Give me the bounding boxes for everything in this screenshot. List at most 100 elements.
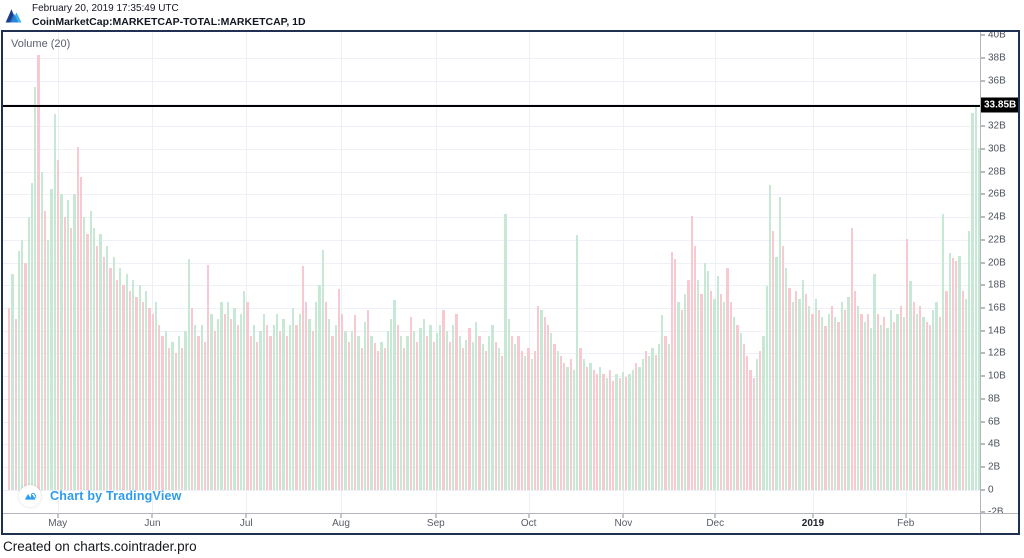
volume-bar-up [641, 359, 644, 490]
time-tick-mark [528, 514, 530, 518]
volume-bar-up [66, 200, 70, 490]
volume-bar-down [311, 330, 314, 490]
volume-bar-down [115, 279, 119, 490]
volume-bar-down [899, 305, 902, 490]
volume-bar-up [778, 196, 781, 490]
time-axis[interactable]: May Jun Jul Aug Sep Oct Nov Dec 2019 Feb [3, 513, 980, 533]
price-tick-mark [981, 511, 985, 513]
volume-bar-up [233, 308, 236, 490]
volume-bar-down [161, 336, 164, 490]
volume-bar-up [99, 234, 102, 490]
volume-bar-up [631, 370, 634, 490]
volume-bar-up [814, 298, 817, 490]
volume-bar-up [550, 332, 553, 490]
price-tick-text: 36B [988, 75, 1006, 87]
watermark-label: Chart by TradingView [50, 489, 182, 503]
volume-bar-down [817, 310, 821, 490]
volume-bar-up [259, 330, 262, 490]
volume-bar-down [43, 211, 47, 490]
volume-bar-up [452, 325, 455, 490]
volume-bar-up [328, 319, 331, 490]
price-tick-label: 16B [981, 302, 1018, 313]
volume-bar-down [961, 290, 964, 490]
volume-bar-up [308, 319, 311, 490]
volume-bar-down [337, 288, 341, 490]
volume-bar-down [892, 321, 896, 490]
volume-bar-down [546, 325, 550, 490]
volume-bar-down [520, 351, 523, 490]
volume-bar-down [24, 262, 27, 490]
volume-bar-up [902, 317, 906, 490]
volume-bar-down [742, 344, 746, 490]
price-tick-text: 4B [988, 438, 1001, 450]
volume-bar-down [654, 354, 657, 490]
price-tick-mark [981, 375, 985, 377]
last-price-label: 33.85B [981, 97, 1018, 113]
volume-bar-down [586, 367, 589, 490]
volume-bar-down [517, 336, 520, 490]
volume-bar-down [749, 370, 752, 490]
price-tick-mark [981, 239, 985, 241]
time-tick-mark [340, 514, 342, 518]
volume-bar-up [363, 321, 367, 490]
volume-bar-down [729, 302, 732, 490]
volume-bar-up [321, 250, 324, 490]
horizontal-gridline [3, 171, 980, 173]
volume-bar-up [386, 330, 390, 490]
price-tick-label: 26B [981, 189, 1018, 200]
volume-bar-up [514, 344, 517, 490]
volume-bar-up [504, 213, 507, 490]
volume-bar-up [370, 336, 373, 490]
volume-bar-up [298, 313, 301, 490]
volume-bar-down [246, 302, 249, 490]
volume-bar-down [569, 359, 572, 490]
volume-bar-up [50, 188, 53, 490]
price-tick-text: 40B [988, 32, 1006, 41]
price-tick-text: 24B [988, 211, 1006, 223]
volume-bar-up [716, 276, 719, 490]
volume-bar-up [262, 313, 265, 490]
volume-bar-up [200, 325, 203, 490]
price-tick-text: -2B [988, 506, 1004, 513]
volume-bar-down [96, 245, 99, 490]
volume-bar-down [383, 347, 386, 490]
price-tick-text: 6B [988, 416, 1001, 428]
volume-bar-up [184, 330, 187, 490]
tradingview-watermark[interactable]: Chart by TradingView [19, 485, 182, 507]
plot-area[interactable]: Volume (20) Chart by TradingView [3, 32, 980, 513]
time-tick-label: May [48, 518, 68, 529]
price-tick-mark [981, 330, 985, 332]
volume-bar-up [357, 336, 360, 490]
volume-bar-up [40, 171, 43, 490]
volume-bar-up [164, 330, 168, 490]
volume-bar-up [922, 317, 925, 490]
volume-bar-down [409, 317, 412, 490]
price-tick-mark [981, 34, 985, 36]
volume-bar-down [249, 336, 252, 490]
volume-bar-down [618, 378, 621, 490]
volume-bar-up [638, 367, 641, 490]
price-tick-mark [981, 125, 985, 127]
volume-bar-up [344, 330, 347, 490]
volume-bar-up [187, 259, 190, 490]
volume-bar-up [334, 325, 337, 490]
volume-bar-down [635, 362, 638, 490]
volume-bar-up [445, 330, 448, 490]
volume-bar-up [210, 313, 213, 490]
volume-bar-up [755, 359, 759, 490]
horizontal-gridline [3, 194, 980, 196]
volume-bar-up [599, 367, 602, 490]
horizontal-gridline [3, 262, 980, 264]
vertical-gridline [812, 32, 814, 513]
price-tick-label: 0 [981, 484, 1018, 495]
volume-bar-down [141, 302, 145, 490]
volume-bar-up [732, 317, 736, 490]
price-axis[interactable]: 33.85B 40B 38B 36B 32B 30B 28B 26B 24B 22B 20B 18B… [980, 32, 1018, 513]
volume-bar-up [935, 302, 938, 490]
volume-bar-up [677, 302, 680, 490]
volume-bar-down [860, 313, 863, 490]
volume-bar-down [837, 321, 840, 490]
price-tick-label: 40B [981, 32, 1018, 41]
volume-bar-down [602, 373, 605, 490]
volume-bar-up [507, 319, 510, 490]
